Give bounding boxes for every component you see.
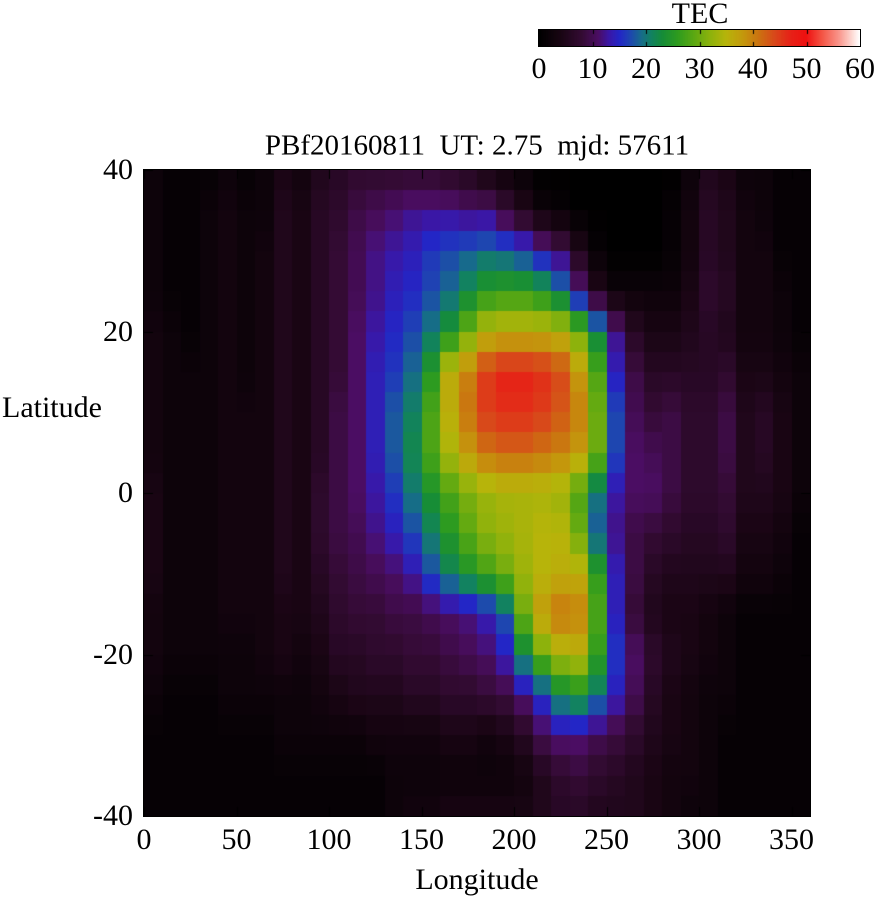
colorbar-tick-label: 0: [531, 52, 547, 85]
y-axis-label: Latitude: [2, 391, 102, 424]
y-tick-label: 20: [103, 314, 133, 348]
plot-title: PBf20160811 UT: 2.75 mjd: 57611: [264, 129, 690, 162]
x-tick-label: 250: [584, 823, 629, 856]
x-tick-label: 0: [136, 823, 152, 856]
colorbar-tick-label: 30: [684, 52, 715, 85]
y-tick-label: 0: [118, 476, 133, 509]
y-tick-label: -40: [93, 799, 133, 832]
colorbar-tick-label: 50: [791, 52, 822, 85]
x-tick-label: 150: [399, 823, 444, 856]
y-tick-label: -20: [93, 637, 133, 671]
x-tick-label: 50: [221, 823, 252, 856]
colorbar-tick-label: 10: [577, 52, 608, 85]
x-tick-label: 200: [491, 823, 537, 856]
colorbar-title: TEC: [671, 0, 729, 30]
colorbar-tick-label: 60: [845, 52, 875, 85]
x-tick-label: 300: [676, 823, 722, 856]
colorbar-tick-label: 40: [738, 52, 768, 85]
x-tick-label: 350: [769, 823, 814, 856]
colorbar: [538, 29, 861, 47]
colorbar-tick-label: 20: [631, 52, 661, 85]
y-tick-label: 40: [103, 153, 133, 186]
x-axis-label: Longitude: [415, 863, 539, 896]
x-tick-label: 100: [306, 823, 352, 856]
heatmap-plot: [143, 169, 811, 817]
